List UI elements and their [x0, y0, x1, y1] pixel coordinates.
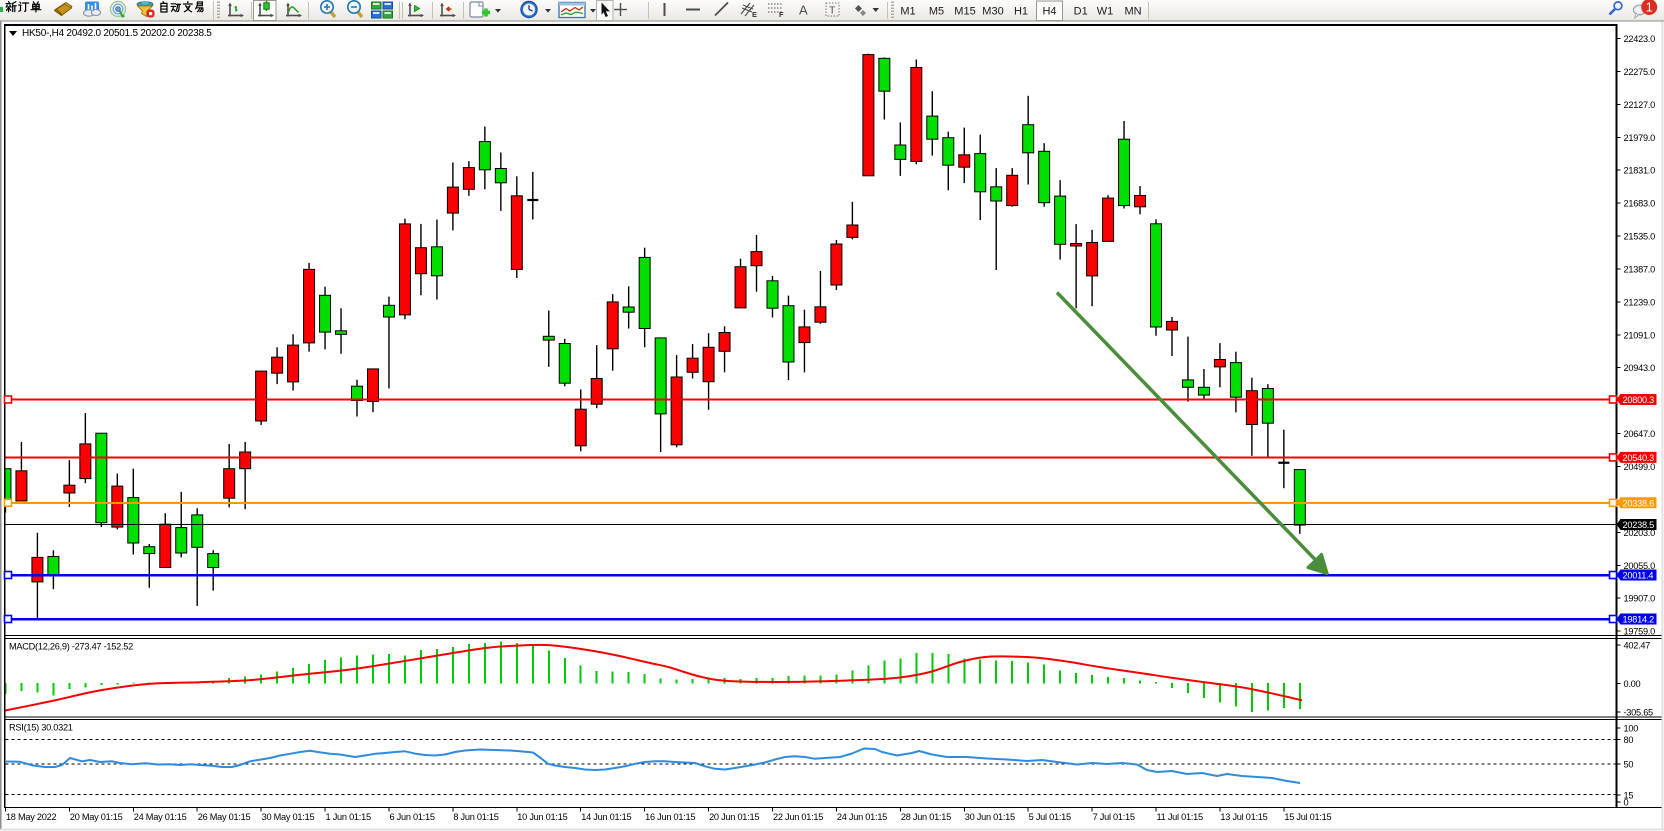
svg-text:W1: W1	[1097, 6, 1114, 18]
svg-text:RSI(15) 30.0321: RSI(15) 30.0321	[9, 723, 73, 733]
svg-text:14 Jun 01:15: 14 Jun 01:15	[581, 812, 631, 822]
svg-text:21387.0: 21387.0	[1624, 264, 1656, 274]
svg-text:20943.0: 20943.0	[1624, 363, 1656, 373]
svg-text:26 May 01:15: 26 May 01:15	[198, 812, 251, 822]
svg-text:HK50-,H4 20492.0 20501.5 2020: HK50-,H4 20492.0 20501.5 20202.0 20238.5	[22, 28, 212, 39]
svg-text:D1: D1	[1074, 6, 1088, 18]
svg-text:22275.0: 22275.0	[1624, 67, 1656, 77]
svg-text:F: F	[779, 10, 784, 19]
svg-text:E: E	[752, 10, 757, 19]
svg-text:6 Jun 01:15: 6 Jun 01:15	[389, 812, 434, 822]
svg-text:MN: MN	[1124, 6, 1141, 18]
svg-text:21831.0: 21831.0	[1624, 166, 1656, 176]
svg-text:7 Jul 01:15: 7 Jul 01:15	[1093, 812, 1135, 822]
svg-text:21091.0: 21091.0	[1624, 330, 1656, 340]
svg-text:21979.0: 21979.0	[1624, 133, 1656, 143]
svg-text:21683.0: 21683.0	[1624, 199, 1656, 209]
svg-text:16 Jun 01:15: 16 Jun 01:15	[645, 812, 695, 822]
svg-text:100: 100	[1624, 723, 1639, 733]
svg-text:M15: M15	[954, 6, 975, 18]
svg-text:0.00: 0.00	[1624, 679, 1641, 689]
svg-text:0: 0	[1624, 798, 1629, 808]
svg-text:21535.0: 21535.0	[1624, 232, 1656, 242]
svg-text:M1: M1	[900, 6, 915, 18]
svg-text:15 Jul 01:15: 15 Jul 01:15	[1284, 812, 1331, 822]
svg-text:20203.0: 20203.0	[1624, 528, 1656, 538]
svg-text:20055.0: 20055.0	[1624, 561, 1656, 571]
svg-text:A: A	[799, 3, 808, 18]
svg-text:20338.6: 20338.6	[1623, 498, 1655, 508]
svg-text:19907.0: 19907.0	[1624, 594, 1656, 604]
svg-text:19814.2: 19814.2	[1623, 615, 1655, 625]
svg-text:11 Jul 01:15: 11 Jul 01:15	[1157, 812, 1204, 822]
svg-text:H4: H4	[1042, 6, 1056, 18]
svg-text:18 May 2022: 18 May 2022	[6, 812, 57, 822]
svg-text:T: T	[829, 5, 836, 17]
svg-text:30 Jun 01:15: 30 Jun 01:15	[965, 812, 1015, 822]
svg-text:13 Jul 01:15: 13 Jul 01:15	[1220, 812, 1267, 822]
svg-text:1 Jun 01:15: 1 Jun 01:15	[326, 812, 371, 822]
svg-text:20 Jun 01:15: 20 Jun 01:15	[709, 812, 759, 822]
svg-text:20499.0: 20499.0	[1624, 462, 1656, 472]
svg-text:21239.0: 21239.0	[1624, 297, 1656, 307]
svg-text:20800.3: 20800.3	[1623, 395, 1655, 405]
svg-text:22423.0: 22423.0	[1624, 34, 1656, 44]
svg-text:5 Jul 01:15: 5 Jul 01:15	[1029, 812, 1071, 822]
svg-text:28 Jun 01:15: 28 Jun 01:15	[901, 812, 951, 822]
svg-text:24 May 01:15: 24 May 01:15	[134, 812, 187, 822]
svg-text:20 May 01:15: 20 May 01:15	[70, 812, 123, 822]
svg-text:80: 80	[1624, 735, 1634, 745]
svg-text:10 Jun 01:15: 10 Jun 01:15	[517, 812, 567, 822]
svg-text:20238.5: 20238.5	[1623, 520, 1655, 530]
svg-text:50: 50	[1624, 760, 1634, 770]
svg-text:15: 15	[1624, 790, 1634, 800]
svg-text:20011.4: 20011.4	[1623, 571, 1654, 581]
svg-text:20540.3: 20540.3	[1623, 453, 1655, 463]
svg-text:19759.0: 19759.0	[1624, 627, 1656, 637]
svg-text:20647.0: 20647.0	[1624, 429, 1656, 439]
svg-text:22127.0: 22127.0	[1624, 100, 1656, 110]
svg-text:30 May 01:15: 30 May 01:15	[262, 812, 315, 822]
svg-text:22 Jun 01:15: 22 Jun 01:15	[773, 812, 823, 822]
svg-text:402.47: 402.47	[1624, 641, 1651, 651]
svg-text:M5: M5	[929, 6, 944, 18]
svg-text:1: 1	[1646, 1, 1653, 15]
svg-text:24 Jun 01:15: 24 Jun 01:15	[837, 812, 887, 822]
svg-text:H1: H1	[1014, 6, 1028, 18]
svg-text:MACD(12,26,9) -273.47 -152.52: MACD(12,26,9) -273.47 -152.52	[9, 642, 133, 652]
svg-text:-305.65: -305.65	[1624, 708, 1654, 718]
svg-text:M30: M30	[982, 6, 1003, 18]
svg-text:8 Jun 01:15: 8 Jun 01:15	[453, 812, 498, 822]
